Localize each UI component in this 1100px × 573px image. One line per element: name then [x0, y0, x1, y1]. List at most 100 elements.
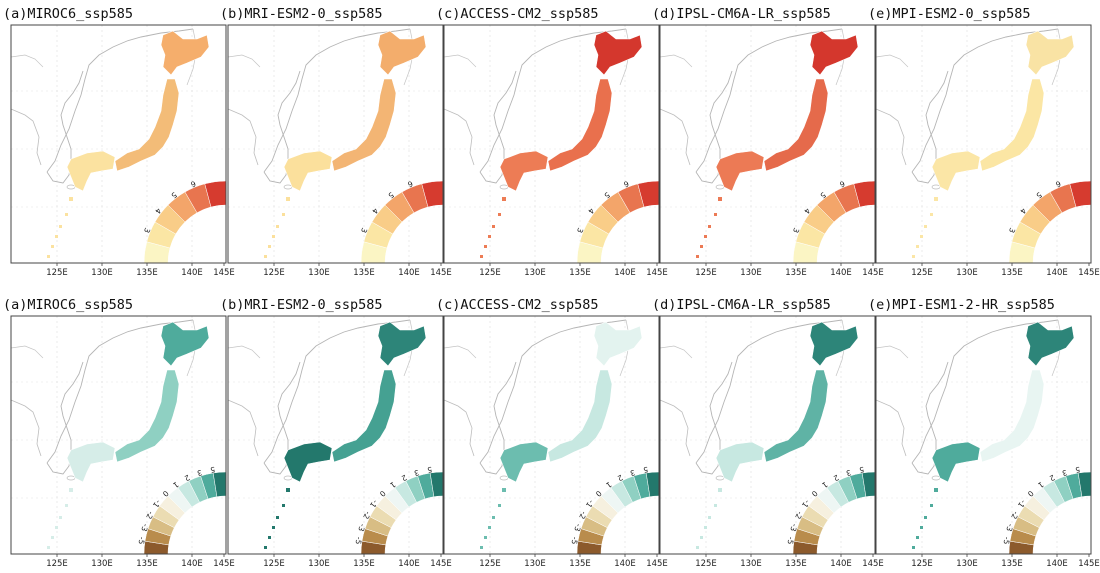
x-tick-label: 135E [1001, 559, 1023, 569]
panel-title: (c)ACCESS-CM2_ssp585 [436, 6, 599, 22]
x-tick-label: 145E [862, 268, 884, 278]
x-tick-label: 135E [353, 268, 375, 278]
colorbar-label: 1 [388, 480, 397, 490]
colorbar-label: 2 [832, 473, 841, 483]
colorbar-label: 0 [161, 489, 171, 499]
x-tick-label: 145E [1078, 268, 1100, 278]
colorbar-label: 2 [616, 473, 625, 483]
x-tick-label: 135E [1001, 268, 1023, 278]
colorbar-label: -1 [1016, 498, 1028, 510]
x-tick-label: 145E [1078, 559, 1100, 569]
x-tick-label: 140E [830, 268, 852, 278]
x-tick-label: 140E [398, 268, 420, 278]
colorbar-label: 5 [209, 465, 215, 475]
x-tick-label: 145E [862, 559, 884, 569]
x-tick-label: 145E [646, 268, 668, 278]
colorbar-label: -1 [800, 498, 812, 510]
panel-frame [227, 315, 444, 555]
panel-frame [227, 24, 444, 264]
colorbar-label: 5 [1034, 190, 1043, 200]
map-panel: (c)ACCESS-CM2_ssp585 3 45 6 125E 130E 135E 140E… [436, 6, 668, 278]
panel-title: (e)MPI-ESM2-0_ssp585 [868, 6, 1031, 22]
map-panel: (b)MRI-ESM2-0_ssp585 3 45 6 125E 130E 135E 140E… [220, 6, 452, 278]
map-panel: (a)MIROC6_ssp585 3 45 6 125E 130E 135E 140E 145E [3, 6, 235, 278]
x-tick-label: 125E [263, 268, 285, 278]
x-tick-label: 145E [430, 268, 452, 278]
colorbar-label: 3 [142, 226, 152, 234]
colorbar-label: 3 [629, 468, 637, 478]
colorbar-label: 3 [1061, 468, 1069, 478]
colorbar-label: 2 [183, 473, 192, 483]
colorbar-label: 0 [810, 489, 820, 499]
colorbar-label: 5 [858, 465, 864, 475]
x-tick-label: 135E [785, 268, 807, 278]
colorbar-label: 5 [818, 190, 827, 200]
colorbar-label: -3 [788, 523, 799, 533]
x-tick-label: 125E [695, 268, 717, 278]
panel-title: (b)MRI-ESM2-0_ssp585 [220, 6, 383, 22]
colorbar-label: -5 [785, 536, 795, 545]
x-tick-label: 135E [569, 268, 591, 278]
x-tick-label: 130E [740, 559, 762, 569]
panel-frame [10, 24, 227, 264]
colorbar-label: -2 [144, 510, 156, 521]
x-tick-label: 125E [479, 559, 501, 569]
colorbar-label: 5 [426, 465, 432, 475]
panel-title: (b)MRI-ESM2-0_ssp585 [220, 297, 383, 313]
x-tick-label: 145E [646, 559, 668, 569]
panel-frame [659, 24, 876, 264]
x-tick-label: 140E [181, 559, 203, 569]
panel-frame [10, 315, 227, 555]
x-tick-label: 130E [524, 268, 546, 278]
panel-frame [443, 24, 660, 264]
panel-title: (d)IPSL-CM6A-LR_ssp585 [652, 6, 831, 22]
colorbar-label: 3 [196, 468, 204, 478]
x-tick-label: 140E [614, 268, 636, 278]
colorbar-label: 1 [604, 480, 613, 490]
x-tick-label: 135E [569, 559, 591, 569]
x-tick-label: 140E [398, 559, 420, 569]
panel-title: (a)MIROC6_ssp585 [3, 297, 133, 313]
x-tick-label: 130E [308, 559, 330, 569]
map-panel: (d)IPSL-CM6A-LR_ssp585 3 45 6 125E 130E 135E 14… [652, 6, 884, 278]
x-tick-label: 125E [911, 559, 933, 569]
panel-title: (d)IPSL-CM6A-LR_ssp585 [652, 297, 831, 313]
colorbar-label: 1 [171, 480, 180, 490]
x-tick-label: 145E [213, 559, 235, 569]
x-tick-label: 140E [830, 559, 852, 569]
colorbar-label: -1 [151, 498, 163, 510]
colorbar-label: 1 [820, 480, 829, 490]
x-tick-label: 125E [263, 559, 285, 569]
panel-title: (c)ACCESS-CM2_ssp585 [436, 297, 599, 313]
x-tick-label: 140E [1046, 268, 1068, 278]
colorbar-label: -1 [368, 498, 380, 510]
x-tick-label: 130E [91, 559, 113, 569]
x-tick-label: 125E [46, 559, 68, 569]
colorbar: 3 45 6 [791, 179, 876, 264]
panel-frame [875, 24, 1092, 264]
colorbar: 3 45 6 [1007, 179, 1092, 264]
panel-title: (e)MPI-ESM1-2-HR_ssp585 [868, 297, 1055, 313]
colorbar-label: 4 [1018, 206, 1028, 215]
x-tick-label: 145E [430, 559, 452, 569]
x-tick-label: 130E [524, 559, 546, 569]
colorbar-label: 4 [153, 206, 163, 215]
colorbar-label: -2 [1009, 510, 1021, 521]
colorbar-label: 4 [370, 206, 380, 215]
colorbar-label: 3 [359, 226, 369, 234]
colorbar-label: -3 [572, 523, 583, 533]
x-tick-label: 140E [614, 559, 636, 569]
colorbar-label: 2 [400, 473, 409, 483]
colorbar-label: -5 [1001, 536, 1011, 545]
colorbar: 3 45 6 [575, 179, 660, 264]
colorbar: 3 45 6 [142, 179, 227, 264]
panel-frame [443, 315, 660, 555]
colorbar-label: -5 [136, 536, 146, 545]
